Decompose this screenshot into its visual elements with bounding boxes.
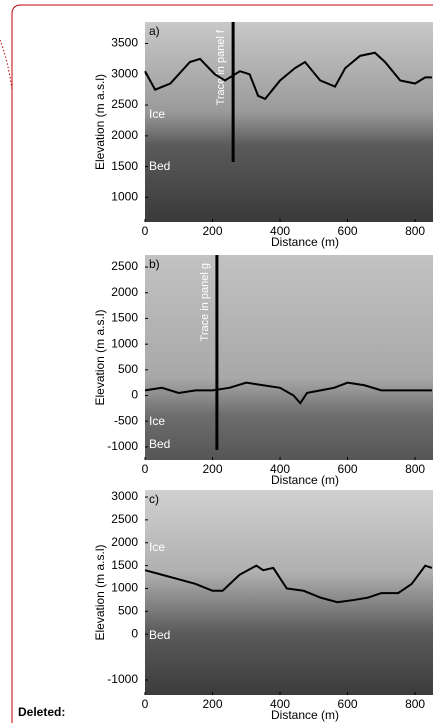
y-tick-label: -1000 bbox=[107, 439, 138, 453]
x-tick-label: 400 bbox=[270, 462, 290, 476]
comment-connector bbox=[0, 39, 13, 91]
x-tick-label: 0 bbox=[142, 697, 149, 711]
x-tick-label: 200 bbox=[203, 462, 223, 476]
y-tick-label: 3500 bbox=[111, 36, 138, 50]
trace-label: Trace in panel g bbox=[199, 263, 211, 341]
y-tick-label: -500 bbox=[114, 413, 138, 427]
y-tick-label: 3000 bbox=[111, 66, 138, 80]
x-tick-label: 800 bbox=[405, 462, 425, 476]
radargram bbox=[145, 255, 433, 460]
y-tick-label: 500 bbox=[118, 362, 138, 376]
panel-label: c) bbox=[149, 492, 159, 506]
x-tick-label: 0 bbox=[142, 462, 149, 476]
y-tick-label: 500 bbox=[118, 604, 138, 618]
x-tick-label: 200 bbox=[203, 697, 223, 711]
y-tick-label: 0 bbox=[131, 388, 138, 402]
x-tick-label: 600 bbox=[338, 224, 358, 238]
annotation: Ice bbox=[149, 414, 165, 428]
x-axis-title: Distance (m) bbox=[271, 235, 339, 249]
panel-label: b) bbox=[149, 257, 160, 271]
x-tick-label: 0 bbox=[142, 224, 149, 238]
y-tick-label: 2000 bbox=[111, 285, 138, 299]
y-tick-label: 3000 bbox=[111, 489, 138, 503]
annotation: Bed bbox=[149, 628, 170, 642]
y-tick-label: 2500 bbox=[111, 259, 138, 273]
elevation-line bbox=[144, 564, 433, 604]
comment-border bbox=[11, 4, 433, 723]
y-tick-label: 2500 bbox=[111, 512, 138, 526]
annotation: Ice bbox=[149, 107, 165, 121]
x-tick-label: 200 bbox=[203, 224, 223, 238]
elevation-line bbox=[144, 381, 432, 405]
y-tick-label: 1000 bbox=[111, 190, 138, 204]
y-axis-title: Elevation (m a.s.l) bbox=[93, 74, 107, 170]
x-tick-label: 600 bbox=[338, 697, 358, 711]
y-tick-label: 2000 bbox=[111, 535, 138, 549]
y-axis-title: Elevation (m a.s.l) bbox=[93, 544, 107, 640]
panel-label: a) bbox=[149, 24, 160, 38]
y-tick-label: 2000 bbox=[111, 128, 138, 142]
trace-label: Trace in panel f bbox=[215, 29, 227, 105]
margin-label: Deleted: bbox=[18, 705, 65, 719]
annotation: Bed bbox=[149, 437, 170, 451]
y-tick-label: 2500 bbox=[111, 97, 138, 111]
radargram bbox=[145, 22, 433, 222]
y-tick-label: 1500 bbox=[111, 311, 138, 325]
x-tick-label: 600 bbox=[338, 462, 358, 476]
x-axis-title: Distance (m) bbox=[271, 708, 339, 722]
x-tick-label: 800 bbox=[405, 697, 425, 711]
y-tick-label: 0 bbox=[131, 626, 138, 640]
annotation: Bed bbox=[149, 159, 170, 173]
y-tick-label: 1000 bbox=[111, 336, 138, 350]
x-tick-label: 800 bbox=[405, 224, 425, 238]
x-tick-label: 400 bbox=[270, 697, 290, 711]
y-tick-label: 1500 bbox=[111, 558, 138, 572]
x-axis-title: Distance (m) bbox=[271, 473, 339, 487]
elevation-line bbox=[144, 51, 432, 101]
x-tick-label: 400 bbox=[270, 224, 290, 238]
y-tick-label: 1000 bbox=[111, 581, 138, 595]
annotation: Ice bbox=[149, 540, 165, 554]
y-tick-label: -1000 bbox=[107, 672, 138, 686]
y-tick-label: 1500 bbox=[111, 159, 138, 173]
y-axis-title: Elevation (m a.s.l) bbox=[93, 309, 107, 405]
